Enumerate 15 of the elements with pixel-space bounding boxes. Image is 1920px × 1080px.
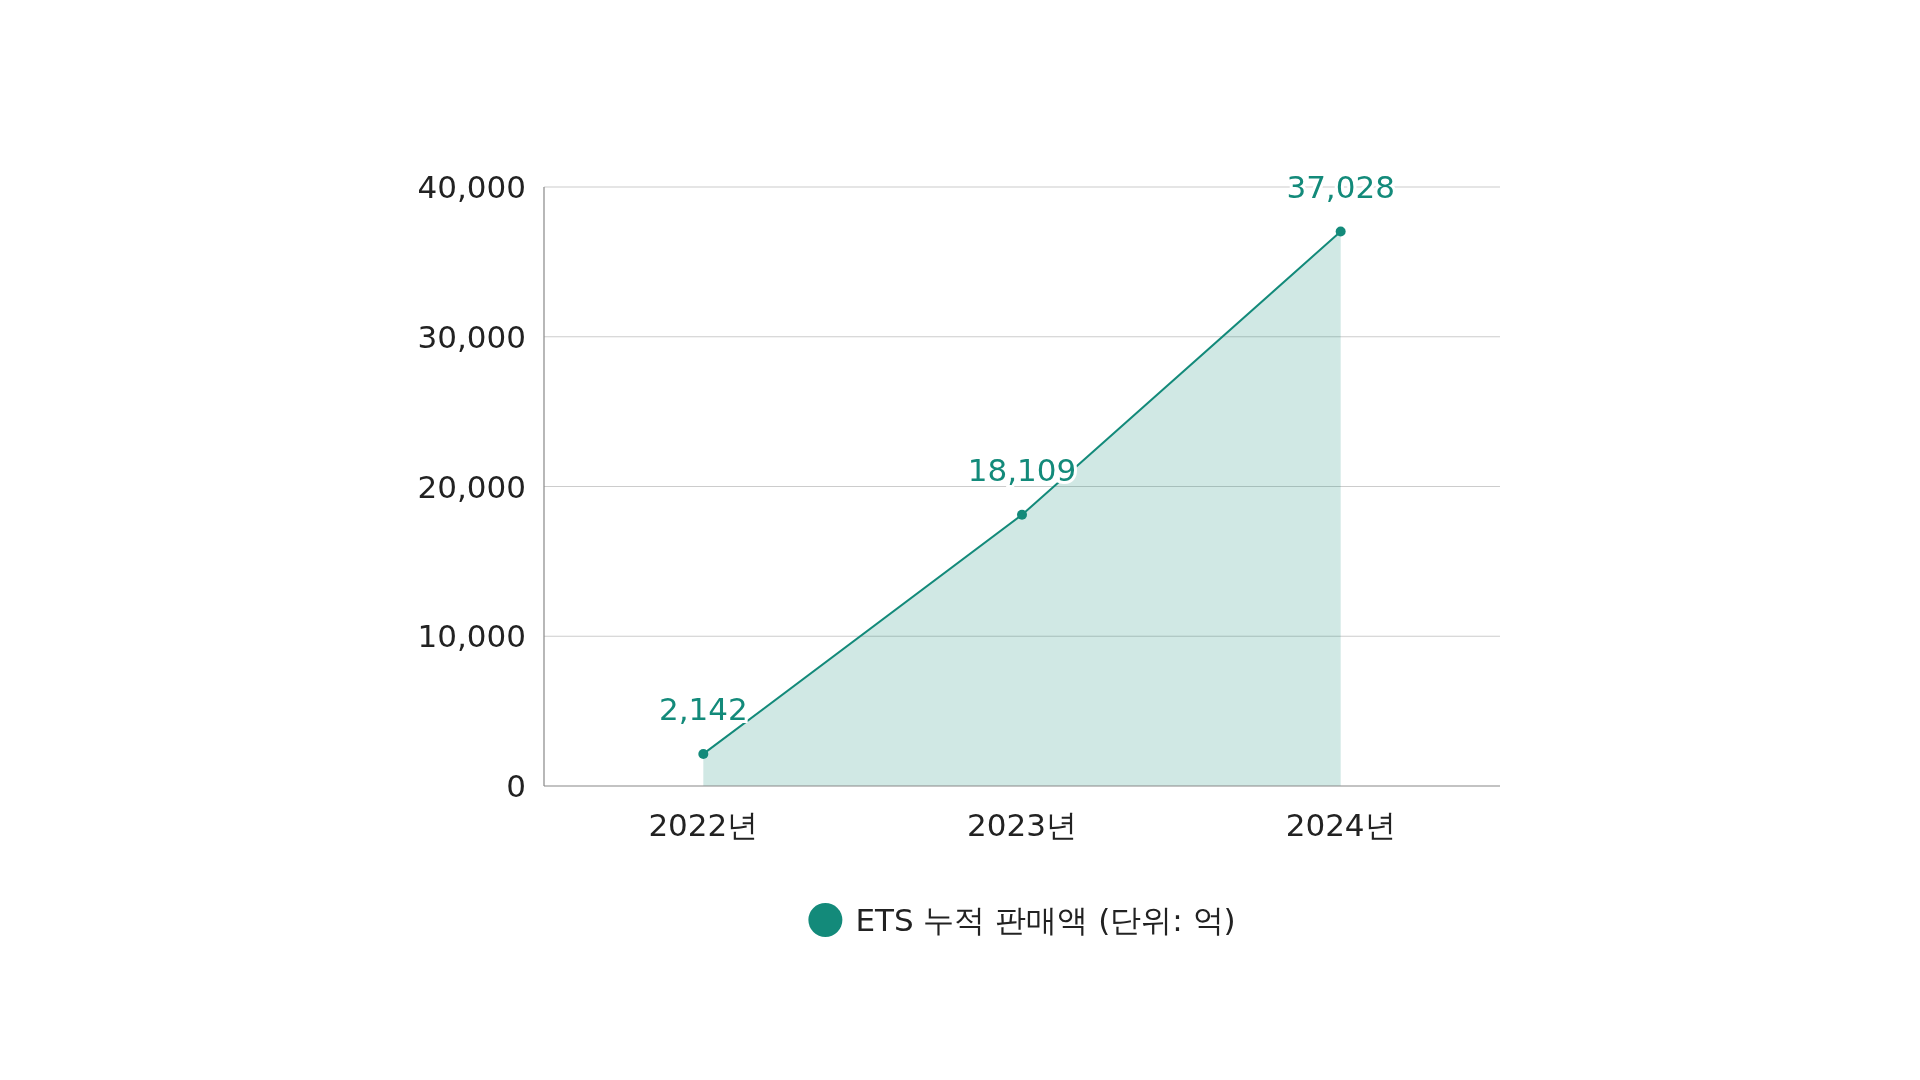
y-tick-label: 40,000 bbox=[417, 169, 526, 205]
data-label: 2,142 bbox=[658, 690, 748, 727]
x-tick-label: 2023년 bbox=[967, 807, 1077, 843]
x-tick-label: 2022년 bbox=[648, 807, 759, 843]
y-tick-label: 10,000 bbox=[417, 618, 526, 655]
data-label: 37,028 bbox=[1286, 168, 1395, 205]
data-label: 18,109 bbox=[967, 451, 1077, 488]
point bbox=[1017, 509, 1027, 520]
legend-label: ETS 누적 판매액 (단위: 억) bbox=[855, 902, 1236, 938]
point bbox=[698, 748, 709, 759]
x-tick-label: 2024년 bbox=[1285, 807, 1396, 843]
y-tick-label: 0 bbox=[506, 768, 526, 804]
y-tick-label: 30,000 bbox=[417, 318, 526, 355]
y-tick-label: 20,000 bbox=[417, 468, 526, 505]
point bbox=[1335, 226, 1346, 237]
